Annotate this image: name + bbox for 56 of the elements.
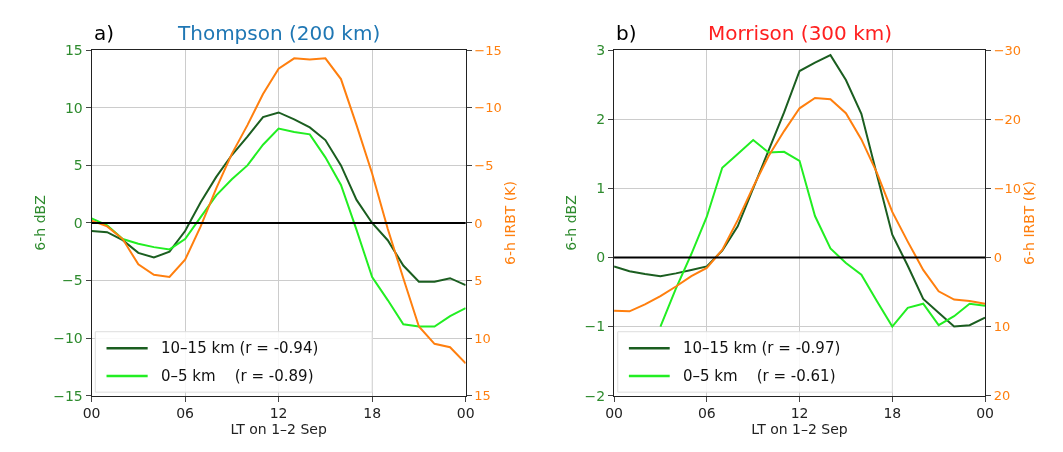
y2-tick-label: 5 xyxy=(474,273,483,289)
line-series xyxy=(91,111,466,287)
y2-tick-label: −10 xyxy=(474,100,502,116)
x-tick-label: 00 xyxy=(976,405,994,422)
y-tick-label: −5 xyxy=(62,272,83,289)
chart-title: Thompson (200 km) xyxy=(177,21,381,45)
y-axis-title: 6-h dBZ xyxy=(31,195,48,251)
x-tick-label: 06 xyxy=(176,405,195,422)
line-series xyxy=(614,96,986,313)
legend-label: 10–15 km (r = -0.94) xyxy=(161,339,319,357)
y-tick-label: 3 xyxy=(596,42,606,59)
y-tick-label: 2 xyxy=(596,111,606,128)
line-series xyxy=(91,57,466,365)
y-tick-label: 5 xyxy=(73,157,83,174)
line-series xyxy=(91,127,466,328)
x-tick-label: 18 xyxy=(363,405,382,422)
y2-tick-label: −20 xyxy=(993,111,1022,127)
x-tick-label: 12 xyxy=(790,405,809,422)
y2-axis-title: 6-h IRBT (K) xyxy=(1021,181,1038,265)
y2-tick-label: 0 xyxy=(474,215,483,231)
y-tick-label: 15 xyxy=(64,42,83,59)
x-axis-title: LT on 1–2 Sep xyxy=(751,421,848,438)
y2-tick-label: 10 xyxy=(993,319,1011,335)
y2-tick-label: −5 xyxy=(474,157,494,173)
legend-label: 0–5 km (r = -0.89) xyxy=(161,367,314,385)
x-axis-title: LT on 1–2 Sep xyxy=(230,421,327,438)
y-tick-label: 0 xyxy=(596,249,606,266)
y-tick-label: −10 xyxy=(53,329,83,346)
y-tick-label: −15 xyxy=(53,387,83,404)
y2-tick-label: −30 xyxy=(993,42,1022,58)
legend-label: 10–15 km (r = -0.97) xyxy=(683,339,841,357)
y2-axis-title: 6-h IRBT (K) xyxy=(502,181,518,265)
y2-tick-label: 20 xyxy=(993,388,1011,404)
x-tick-label: 18 xyxy=(883,405,902,422)
y-tick-label: −1 xyxy=(584,318,606,335)
line-series xyxy=(614,54,986,328)
x-tick-label: 00 xyxy=(82,405,101,422)
x-tick-label: 00 xyxy=(456,405,475,422)
y2-tick-label: 15 xyxy=(474,388,491,404)
x-tick-label: 12 xyxy=(269,405,288,422)
text: a) xyxy=(94,21,115,45)
y-tick-label: 10 xyxy=(64,99,83,116)
text: b) xyxy=(616,21,637,45)
y-axis-title: 6-h dBZ xyxy=(563,195,580,251)
line-series xyxy=(659,139,986,328)
y2-tick-label: 0 xyxy=(993,250,1002,266)
y2-tick-label: −10 xyxy=(993,180,1022,196)
x-tick-label: 06 xyxy=(697,405,716,422)
y2-tick-label: −15 xyxy=(474,42,502,58)
y-tick-label: −2 xyxy=(584,387,606,404)
chart-title: Morrison (300 km) xyxy=(708,21,893,45)
legend-label: 0–5 km (r = -0.61) xyxy=(683,367,836,385)
x-tick-label: 00 xyxy=(605,405,623,422)
y-tick-label: 0 xyxy=(73,214,83,231)
y2-tick-label: 10 xyxy=(474,330,491,346)
y-tick-label: 1 xyxy=(596,180,606,197)
